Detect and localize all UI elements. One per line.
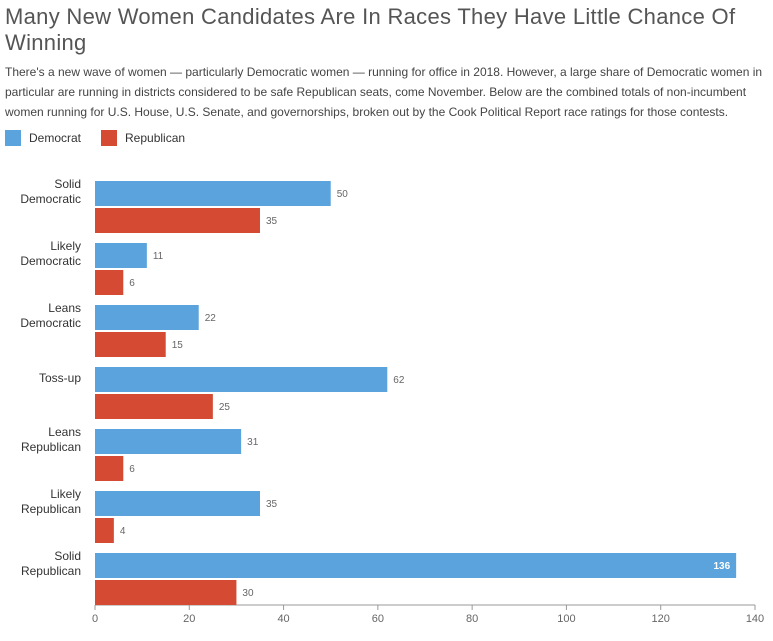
legend-label: Republican bbox=[125, 131, 186, 145]
bar bbox=[95, 332, 166, 357]
bar bbox=[95, 491, 260, 516]
bar bbox=[95, 367, 388, 392]
bar bbox=[95, 429, 242, 454]
bar bbox=[95, 208, 260, 233]
value-label: 50 bbox=[337, 189, 349, 200]
bar bbox=[95, 305, 199, 330]
bar bbox=[95, 518, 114, 543]
value-label: 136 bbox=[713, 561, 730, 572]
value-label: 25 bbox=[219, 402, 231, 413]
x-tick-label: 40 bbox=[277, 613, 289, 625]
legend-swatch bbox=[5, 130, 21, 146]
x-tick-label: 120 bbox=[652, 613, 670, 625]
value-label: 35 bbox=[266, 499, 278, 510]
legend-label: Democrat bbox=[29, 131, 82, 145]
value-label: 62 bbox=[393, 375, 405, 386]
value-label: 11 bbox=[153, 251, 164, 262]
value-label: 15 bbox=[172, 340, 184, 351]
x-tick-label: 0 bbox=[92, 613, 98, 625]
legend-item: Republican bbox=[101, 130, 185, 146]
y-tick-label: Leans Republican bbox=[20, 425, 81, 454]
bar bbox=[95, 394, 213, 419]
value-label: 30 bbox=[242, 588, 254, 599]
chart-title: Many New Women Candidates Are In Races T… bbox=[5, 4, 736, 55]
x-tick-label: 60 bbox=[372, 613, 384, 625]
value-label: 22 bbox=[205, 313, 217, 324]
y-tick-label: Likely Republican bbox=[20, 487, 81, 516]
x-tick-label: 100 bbox=[557, 613, 575, 625]
value-label: 35 bbox=[266, 216, 278, 227]
bar bbox=[95, 243, 147, 268]
value-label: 6 bbox=[129, 464, 135, 475]
value-label: 6 bbox=[129, 278, 135, 289]
x-tick-label: 20 bbox=[183, 613, 195, 625]
chart-subtitle: There's a new wave of women — particular… bbox=[5, 65, 763, 119]
value-label: 4 bbox=[120, 526, 126, 537]
bar bbox=[95, 580, 237, 605]
x-tick-label: 80 bbox=[466, 613, 478, 625]
bar bbox=[95, 270, 124, 295]
y-tick-label: Leans Democratic bbox=[20, 301, 81, 330]
legend: Democrat Republican bbox=[5, 130, 185, 146]
y-tick-label: Solid Democratic bbox=[20, 177, 81, 206]
legend-item: Democrat bbox=[5, 130, 81, 146]
y-tick-label: Toss-up bbox=[38, 370, 81, 385]
legend-swatch bbox=[101, 130, 118, 146]
value-label: 31 bbox=[247, 437, 259, 448]
bar bbox=[95, 181, 331, 206]
bar bbox=[95, 456, 124, 481]
y-tick-label: Solid Republican bbox=[20, 549, 81, 578]
category-labels: Solid Democratic Likely Democratic Leans D… bbox=[0, 0, 81, 641]
x-tick-label: 140 bbox=[746, 613, 764, 625]
bar bbox=[95, 553, 737, 578]
y-tick-label: Likely Democratic bbox=[20, 239, 81, 268]
